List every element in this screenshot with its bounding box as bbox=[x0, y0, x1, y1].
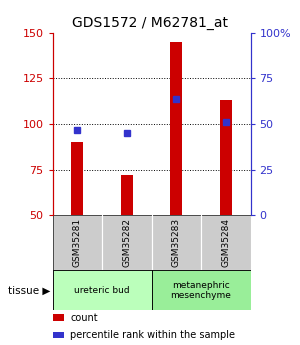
Bar bbox=[52, 332, 64, 338]
Text: metanephric
mesenchyme: metanephric mesenchyme bbox=[171, 280, 231, 300]
Text: count: count bbox=[70, 313, 98, 323]
Text: percentile rank within the sample: percentile rank within the sample bbox=[70, 330, 235, 340]
Bar bbox=[152, 215, 201, 270]
Text: tissue ▶: tissue ▶ bbox=[8, 285, 50, 295]
Text: GSM35283: GSM35283 bbox=[172, 218, 181, 267]
Text: ureteric bud: ureteric bud bbox=[74, 286, 130, 295]
Bar bbox=[71, 142, 83, 215]
Text: GDS1572 / M62781_at: GDS1572 / M62781_at bbox=[72, 16, 228, 30]
Bar bbox=[52, 314, 64, 321]
Text: GSM35282: GSM35282 bbox=[122, 218, 131, 267]
Bar bbox=[102, 215, 152, 270]
Bar bbox=[52, 270, 152, 310]
Bar bbox=[201, 215, 250, 270]
Text: GSM35284: GSM35284 bbox=[221, 218, 230, 267]
Bar bbox=[152, 270, 250, 310]
Bar bbox=[121, 175, 133, 215]
Bar bbox=[220, 100, 232, 215]
Text: GSM35281: GSM35281 bbox=[73, 218, 82, 267]
Bar bbox=[52, 215, 102, 270]
Bar bbox=[170, 42, 182, 215]
